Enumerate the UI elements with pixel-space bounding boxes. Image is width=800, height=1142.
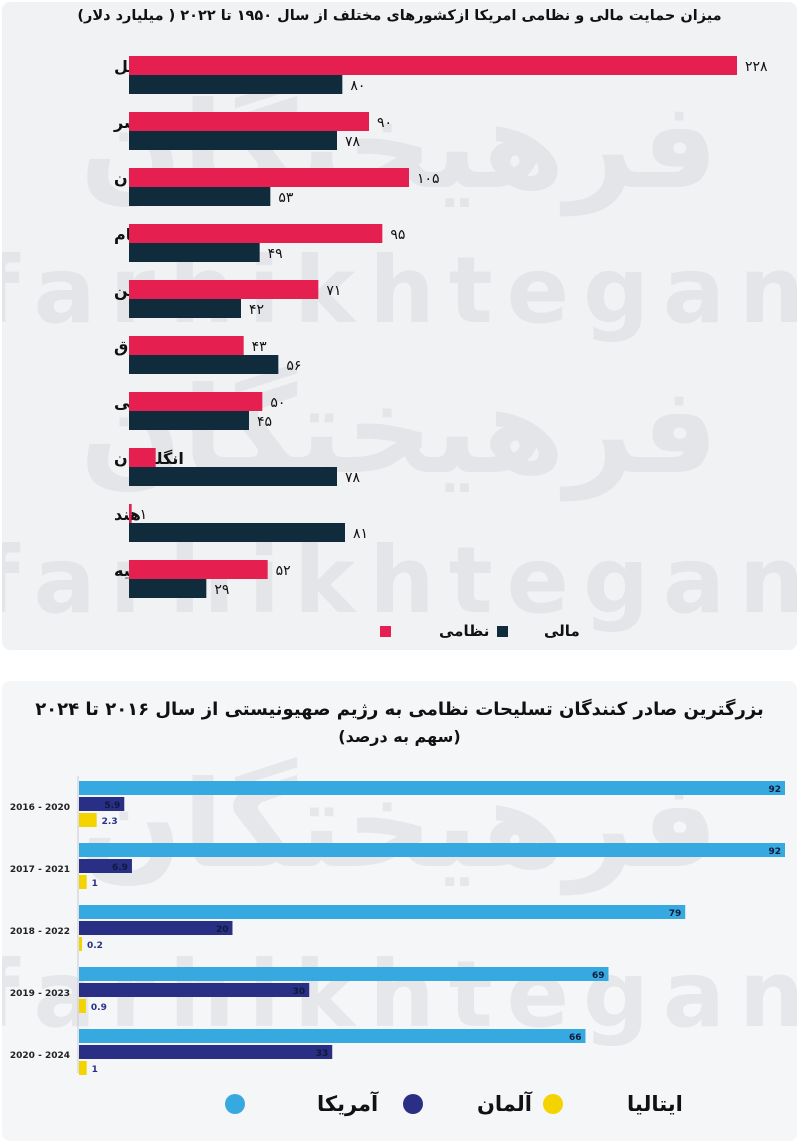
data-label: ۷۸ — [345, 134, 361, 150]
bar-military — [129, 112, 369, 131]
legend-swatch-military — [380, 626, 391, 637]
bar-military — [129, 280, 319, 299]
bar-usa — [79, 967, 609, 981]
period-label: 2017 - 2021 — [10, 865, 70, 875]
exporters-bar-chart: 2016 - 2020 92 5.9 2.3 2017 - 2021 92 6.9 1 2018… — [10, 776, 785, 1116]
bar-germany — [79, 983, 310, 997]
legend-label-germany: آلمان — [477, 1091, 533, 1116]
bar-military — [129, 224, 383, 243]
data-label: ۹۵ — [390, 227, 405, 243]
legend-swatch-financial — [497, 626, 508, 637]
legend-label-financial: مالی — [544, 622, 580, 640]
data-label: 69 — [592, 971, 605, 981]
bar-financial — [129, 187, 271, 206]
data-label: ۱ — [140, 507, 148, 523]
data-label: ۱۰ — [164, 451, 179, 467]
period-label: 2020 - 2024 — [10, 1051, 70, 1061]
legend-label-usa: آمریکا — [317, 1091, 379, 1116]
bar-military — [129, 560, 268, 579]
period-label: 2019 - 2023 — [10, 989, 70, 999]
bar-financial — [129, 75, 343, 94]
chart-subtitle: (سهم به درصد) — [338, 727, 461, 746]
data-label: ۲۲۸ — [745, 59, 768, 75]
bar-financial — [129, 411, 249, 430]
data-label: ۵۲ — [276, 563, 291, 579]
data-label: 30 — [293, 987, 306, 997]
bar-germany — [79, 859, 132, 873]
bar-italy — [79, 937, 82, 951]
data-label: ۱۰۵ — [417, 171, 440, 187]
bar-usa — [79, 843, 785, 857]
data-label: 20 — [216, 925, 229, 935]
legend-label-italy: ایتالیا — [627, 1092, 683, 1116]
data-label: ۴۵ — [257, 414, 272, 430]
bar-military — [129, 392, 263, 411]
data-label: 2.3 — [102, 817, 118, 827]
bar-financial — [129, 299, 241, 318]
bar-financial — [129, 467, 337, 486]
support-bar-chart: اسراییل۲۲۸۸۰مصر۹۰۷۸افغانستان۱۰۵۵۳ویتنام۹… — [113, 56, 768, 640]
bar-financial — [129, 131, 337, 150]
data-label: 6.9 — [112, 863, 128, 873]
data-label: ۸۰ — [350, 78, 365, 94]
data-label: ۴۲ — [249, 302, 264, 318]
data-label: ۴۹ — [268, 246, 283, 262]
data-label: 0.2 — [87, 941, 103, 951]
bar-germany — [79, 921, 233, 935]
data-label: ۷۸ — [345, 470, 361, 486]
legend-dot-germany — [403, 1094, 423, 1114]
category-label: هند — [114, 505, 141, 524]
bar-italy — [79, 999, 86, 1013]
data-label: 1 — [92, 879, 98, 889]
bar-military — [129, 56, 737, 75]
bar-italy — [79, 813, 97, 827]
data-label: 33 — [316, 1049, 329, 1059]
data-label: ۵۰ — [270, 395, 285, 411]
data-label: ۵۳ — [278, 190, 294, 206]
bar-usa — [79, 781, 785, 795]
bar-germany — [79, 797, 125, 811]
data-label: 1 — [92, 1065, 98, 1075]
exporters-chart-panel: فرهیختگان farhikhtegan بزرگترین صادر کنن… — [2, 681, 797, 1141]
data-label: ۹۰ — [377, 115, 392, 131]
chart-title: بزرگترین صادر کنندگان تسلیحات نظامی به ر… — [35, 699, 764, 720]
bar-italy — [79, 875, 87, 889]
data-label: 66 — [569, 1033, 582, 1043]
bar-usa — [79, 1029, 586, 1043]
bar-financial — [129, 243, 260, 262]
bar-germany — [79, 1045, 333, 1059]
bar-military — [129, 448, 156, 467]
legend-dot-usa — [225, 1094, 245, 1114]
bar-military — [129, 336, 244, 355]
bar-military — [129, 168, 409, 187]
bar-financial — [129, 523, 345, 542]
period-label: 2018 - 2022 — [10, 927, 70, 937]
bar-usa — [79, 905, 686, 919]
watermark-fa-3: فرهیختگان — [80, 756, 718, 895]
bar-italy — [79, 1061, 87, 1075]
data-label: ۷۱ — [326, 283, 341, 299]
bar-financial — [129, 579, 207, 598]
watermark: فرهیختگان farhikhtegan فرهیختگان farhikh… — [2, 77, 797, 634]
data-label: 92 — [768, 785, 781, 795]
chart-title: میزان حمایت مالی و نظامی امریکا ازکشورها… — [77, 8, 722, 24]
data-label: ۵۶ — [286, 358, 301, 374]
data-label: 79 — [669, 909, 682, 919]
data-label: 5.9 — [104, 801, 120, 811]
data-label: 0.9 — [91, 1003, 107, 1013]
data-label: 92 — [768, 847, 781, 857]
data-label: ۲۹ — [214, 582, 229, 598]
support-chart-panel: فرهیختگان farhikhtegan فرهیختگان farhikh… — [2, 2, 797, 650]
data-label: ۴۳ — [252, 339, 268, 355]
legend-dot-italy — [543, 1094, 563, 1114]
legend-label-military: نظامی — [439, 622, 489, 640]
bar-military — [129, 504, 132, 523]
data-label: ۸۱ — [353, 526, 368, 542]
bar-financial — [129, 355, 279, 374]
period-label: 2016 - 2020 — [10, 803, 70, 813]
